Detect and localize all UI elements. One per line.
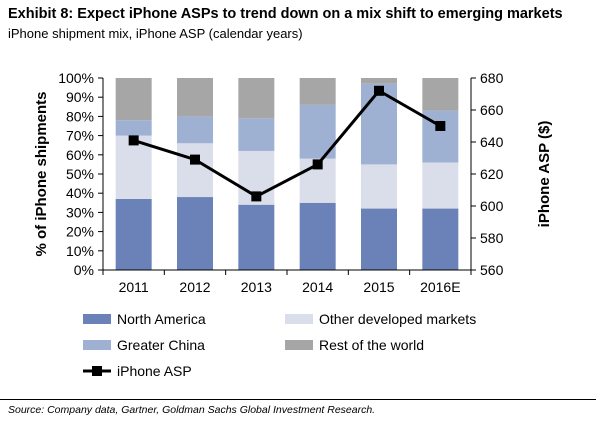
legend-marker-iphone-asp [92,366,102,376]
bar-rest-of-the-world-2015 [361,78,397,84]
x-tick-label: 2014 [302,279,333,295]
y-tick-label: 70% [66,128,94,144]
y2-axis-title: iPhone ASP ($) [536,121,553,228]
y2-tick-label: 620 [480,166,504,182]
bar-greater-china-2011 [115,120,152,136]
bar-north-america-2012 [177,197,213,270]
y-tick-label: 60% [66,147,94,163]
y-tick-label: 40% [66,185,94,201]
bar-north-america-2014 [299,202,336,270]
source-note: Source: Company data, Gartner, Goldman S… [8,404,376,416]
footer-divider [0,399,596,400]
legend-swatch-other-developed-markets [285,314,313,324]
y-tick-label: 0% [74,262,94,278]
bar-greater-china-2013 [238,118,275,151]
y-tick-label: 90% [66,89,94,105]
y-tick-label: 80% [66,108,94,124]
bar-north-america-2011 [115,198,152,270]
legend-swatch-north-america [83,314,111,324]
asp-point-2013 [251,191,262,202]
asp-point-2012 [190,154,200,165]
bar-rest-of-the-world-2012 [177,78,213,117]
legend-label-greater-china: Greater China [117,337,205,353]
bar-rest-of-the-world-2016e [422,78,459,111]
y2-tick-label: 600 [480,198,504,214]
asp-point-2014 [312,159,323,170]
y-tick-label: 30% [66,204,94,220]
chart-title: Exhibit 8: Expect iPhone ASPs to trend d… [8,6,563,22]
x-tick-label: 2015 [363,279,394,295]
x-tick-label: 2012 [179,279,210,295]
y-axis-title: % of iPhone shipments [33,91,50,256]
x-tick-label: 2016E [420,279,460,295]
bar-north-america-2015 [361,208,397,270]
asp-point-2016e [435,121,446,131]
bar-rest-of-the-world-2014 [299,78,336,105]
bar-other-developed-markets-2012 [177,143,213,198]
legend-label-north-america: North America [117,311,206,327]
y2-tick-label: 640 [480,134,504,150]
y-tick-label: 20% [66,224,94,240]
legend-swatch-greater-china [83,340,111,350]
bar-other-developed-markets-2016e [422,162,459,209]
x-tick-label: 2011 [119,279,149,295]
bar-rest-of-the-world-2011 [115,78,152,121]
y2-tick-label: 660 [480,102,504,118]
legend-label-iphone-asp: iPhone ASP [117,363,192,379]
y-tick-label: 50% [66,166,94,182]
y2-tick-label: 680 [480,70,504,86]
bar-greater-china-2015 [361,83,397,165]
y2-tick-label: 560 [480,262,504,278]
y-tick-label: 100% [58,70,94,86]
asp-line [133,89,442,198]
asp-point-2015 [374,85,384,96]
bar-north-america-2016e [422,208,459,270]
legend-label-other-developed-markets: Other developed markets [319,311,476,327]
y-tick-label: 10% [66,243,94,259]
bar-other-developed-markets-2011 [115,135,152,199]
bar-other-developed-markets-2015 [361,164,397,209]
bar-north-america-2013 [238,204,275,270]
legend-label-rest-of-the-world: Rest of the world [319,337,424,353]
y2-tick-label: 580 [480,230,504,246]
bar-rest-of-the-world-2013 [238,78,275,119]
legend-swatch-rest-of-the-world [285,340,313,350]
x-tick-label: 2013 [241,279,272,295]
bar-greater-china-2012 [177,116,213,144]
chart: 2011 2012 2013 2014 2015 2016E 0% 10% 20% 30% 40% 5… [33,70,553,379]
asp-point-2011 [128,135,139,146]
chart-subtitle: iPhone shipment mix, iPhone ASP (calenda… [8,26,303,41]
